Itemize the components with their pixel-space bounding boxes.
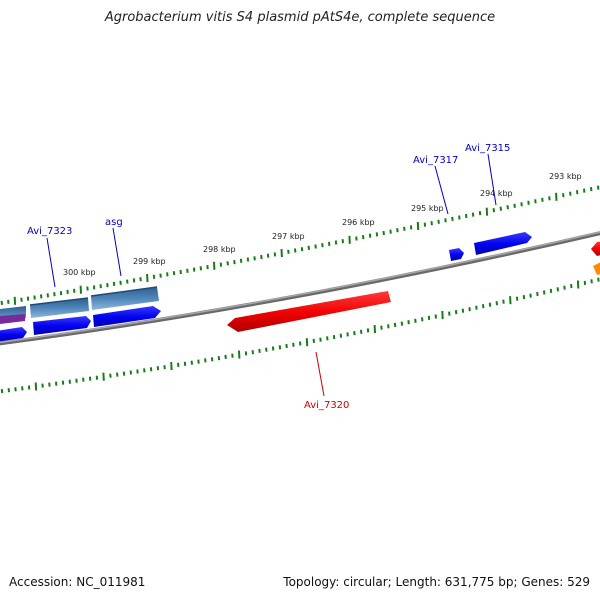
gene-bar-avi-7323	[30, 298, 89, 318]
cds-reverse-right-edge	[591, 241, 600, 256]
cds-forward-avi-7317	[449, 248, 464, 261]
cds-orange-right-edge	[593, 262, 600, 275]
tick-label-300kbp: 300 kbp	[63, 268, 96, 277]
cds-forward-avi-7315	[474, 232, 532, 255]
forward-cds-track	[0, 232, 532, 342]
tick-labels: 300 kbp 299 kbp 298 kbp 297 kbp 296 kbp …	[63, 172, 582, 277]
genome-summary-text: Topology: circular; Length: 631,775 bp; …	[283, 575, 590, 589]
tick-label-299kbp: 299 kbp	[133, 257, 166, 266]
leader-avi-7315	[487, 153, 497, 206]
gene-label-asg[interactable]: asg	[105, 217, 123, 228]
gene-label-avi-7320[interactable]: Avi_7320	[304, 400, 349, 411]
gene-leaders	[46, 153, 497, 397]
cds-forward-left	[0, 327, 27, 342]
cds-forward-avi-7323	[33, 316, 91, 335]
gene-track	[0, 286, 159, 322]
inner-tick-ring	[0, 277, 600, 394]
leader-avi-7320	[315, 351, 325, 397]
tick-label-295kbp: 295 kbp	[411, 204, 444, 213]
gene-label-avi-7323[interactable]: Avi_7323	[27, 226, 72, 237]
tick-label-297kbp: 297 kbp	[272, 232, 305, 241]
gene-label-avi-7317[interactable]: Avi_7317	[413, 155, 458, 166]
accession-text: Accession: NC_011981	[9, 575, 146, 589]
plasmid-backbone	[0, 231, 600, 346]
leader-avi-7323	[46, 237, 56, 288]
tick-label-296kbp: 296 kbp	[342, 218, 375, 227]
leader-avi-7317	[434, 165, 449, 215]
cds-forward-asg	[93, 306, 161, 327]
map-title: Agrobacterium vitis S4 plasmid pAtS4e, c…	[104, 10, 496, 25]
feature-purple	[0, 314, 25, 324]
tick-label-293kbp: 293 kbp	[549, 172, 582, 181]
cds-reverse-avi-7320	[227, 291, 391, 332]
gene-bar-asg	[91, 287, 159, 310]
reverse-cds-track	[227, 241, 600, 332]
gene-labels: Avi_7323 asg Avi_7317 Avi_7315 Avi_7320	[27, 143, 510, 411]
gene-label-avi-7315[interactable]: Avi_7315	[465, 143, 510, 154]
tick-label-298kbp: 298 kbp	[203, 245, 236, 254]
leader-asg	[112, 227, 122, 277]
outer-tick-ring	[0, 185, 600, 305]
tick-label-294kbp: 294 kbp	[480, 189, 513, 198]
